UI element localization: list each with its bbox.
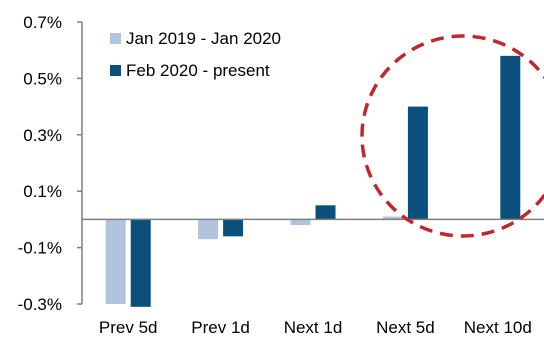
bar-jan2019-prev-1d [198,219,219,240]
y-axis: 0.7% 0.5% 0.3% 0.1% -0.1% -0.3% [18,13,82,314]
x-tick-label: Prev 5d [99,318,158,337]
y-tick-label: -0.1% [18,239,62,258]
bar-feb2020-next-1d [315,205,336,220]
x-tick-label: Next 1d [284,318,343,337]
x-tick-label: Next 5d [376,318,435,337]
bar-feb2020-prev-5d [130,219,151,307]
y-tick-label: 0.3% [23,126,62,145]
bar-jan2019-next-5d [382,216,403,220]
bar-jan2019-prev-5d [105,219,126,304]
bar-feb2020-next-5d [407,106,428,220]
bar-feb2020-next-10d [500,55,521,220]
bars [105,55,521,307]
x-tick-label: Prev 1d [191,318,250,337]
bar-jan2019-next-1d [290,219,311,226]
y-tick-label: 0.5% [23,69,62,88]
legend-label: Jan 2019 - Jan 2020 [126,29,281,48]
x-tick-label: Next 10d [464,318,532,337]
highlight-circle [360,34,544,238]
legend: Jan 2019 - Jan 2020 Feb 2020 - present [110,29,281,80]
y-tick-label: -0.3% [18,295,62,314]
y-tick-label: 0.1% [23,182,62,201]
x-axis: Prev 5d Prev 1d Next 1d Next 5d Next 10d [99,318,532,337]
y-tick-label: 0.7% [23,13,62,32]
legend-swatch [110,33,121,44]
bar-feb2020-prev-1d [223,219,244,237]
legend-swatch [110,65,121,76]
legend-label: Feb 2020 - present [126,61,270,80]
